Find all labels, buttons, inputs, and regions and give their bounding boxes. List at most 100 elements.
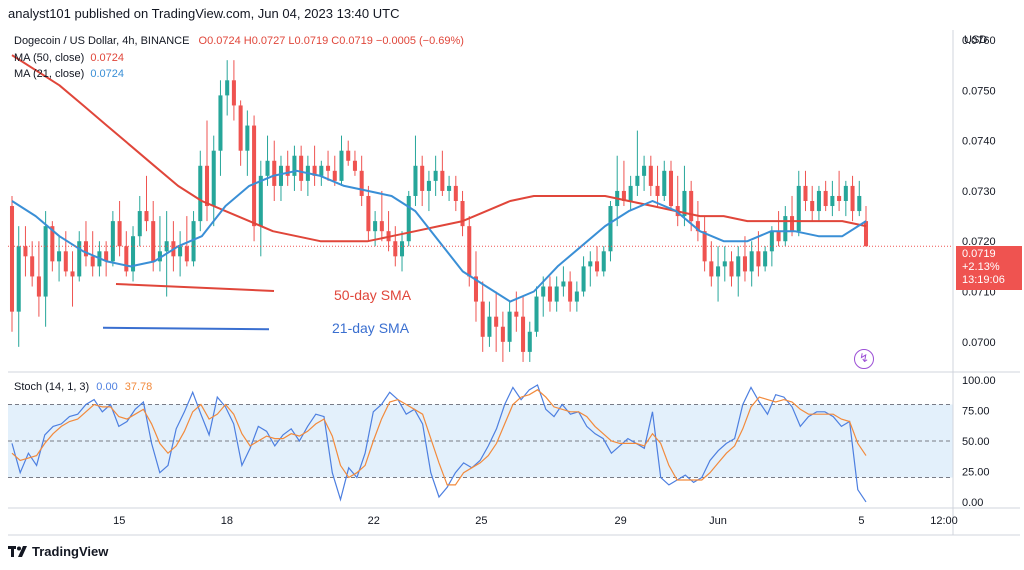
ohlc-values: O0.0724 H0.0727 L0.0719 C0.0719 −0.0005 … xyxy=(198,35,464,47)
candle-body xyxy=(507,311,512,342)
candle-body xyxy=(500,326,505,342)
ma21-line xyxy=(11,169,867,303)
candle-body xyxy=(151,221,156,262)
candle-body xyxy=(63,251,68,272)
price-tick-label: 0.0730 xyxy=(962,186,996,198)
candle-body xyxy=(137,211,142,237)
candle-body xyxy=(648,165,653,186)
candle-body xyxy=(534,296,539,332)
candle-body xyxy=(682,190,687,217)
axes: 0.07000.07100.07200.07300.07400.07500.07… xyxy=(8,30,1020,536)
symbol-name[interactable]: Dogecoin / US Dollar, 4h, BINANCE xyxy=(14,35,190,47)
candle-body xyxy=(346,150,351,161)
candle-body xyxy=(83,241,88,257)
tradingview-logo-icon xyxy=(8,545,28,558)
candle-body xyxy=(204,165,210,207)
candle-body xyxy=(299,155,304,181)
candle-body xyxy=(117,221,122,247)
candle-body xyxy=(783,216,788,242)
candle-body xyxy=(77,241,82,277)
candle-body xyxy=(480,301,485,337)
candle-body xyxy=(601,251,606,272)
candle-body xyxy=(352,160,357,171)
candle-body xyxy=(460,201,465,227)
candle-body xyxy=(453,185,458,201)
candle-body xyxy=(258,175,263,227)
bar-countdown: 13:19:06 xyxy=(962,274,1005,286)
candle-body xyxy=(608,206,613,252)
candle-body xyxy=(487,316,492,337)
candle-body xyxy=(413,165,418,196)
candle-body xyxy=(642,165,647,176)
candle-body xyxy=(494,316,499,327)
candle-body xyxy=(178,246,183,257)
candle-body xyxy=(110,221,115,262)
candle-body xyxy=(57,251,62,262)
time-tick-label: Jun xyxy=(709,515,727,527)
candle-body xyxy=(662,170,667,196)
candle-body xyxy=(245,125,250,151)
footer: TradingView xyxy=(8,544,108,559)
stoch-legend[interactable]: Stoch (14, 1, 3) 0.00 37.78 xyxy=(14,381,152,393)
ma21-legend[interactable]: MA (21, close) 0.0724 xyxy=(14,68,124,80)
candle-body xyxy=(292,155,297,176)
time-tick-label: 15 xyxy=(113,515,125,527)
candle-body xyxy=(467,226,472,277)
candle-body xyxy=(332,170,337,181)
candle-body xyxy=(823,190,828,207)
stoch-tick-label: 0.00 xyxy=(962,497,983,509)
candle-body xyxy=(339,150,344,181)
candle-body xyxy=(655,185,660,196)
current-change: +2.13% xyxy=(962,261,1000,273)
time-tick-label: 22 xyxy=(368,515,380,527)
stoch-label: Stoch (14, 1, 3) xyxy=(14,381,90,393)
candle-body xyxy=(756,251,761,267)
currency-label[interactable]: USD xyxy=(964,34,988,46)
candle-body xyxy=(366,195,371,232)
candle-body xyxy=(729,261,734,277)
stoch-pane[interactable] xyxy=(8,384,953,503)
ma50-legend[interactable]: MA (50, close) 0.0724 xyxy=(14,52,124,64)
candle-body xyxy=(379,221,384,232)
flash-alert-icon[interactable]: ↯ xyxy=(854,349,874,369)
stoch-d-line xyxy=(11,389,867,486)
candle-body xyxy=(211,150,216,207)
candle-body xyxy=(50,226,55,262)
candle-body xyxy=(326,165,331,171)
stoch-tick-label: 100.00 xyxy=(962,375,996,387)
ohlc-row: Dogecoin / US Dollar, 4h, BINANCE O0.072… xyxy=(14,35,464,47)
candle-body xyxy=(857,195,862,212)
candle-body xyxy=(191,221,196,262)
price-tick-label: 0.0720 xyxy=(962,236,996,248)
candle-body xyxy=(763,251,768,267)
candle-body xyxy=(742,256,747,272)
candle-body xyxy=(588,261,593,267)
candle-body xyxy=(736,256,741,277)
candle-body xyxy=(312,165,317,176)
candle-body xyxy=(70,271,75,277)
price-pane[interactable] xyxy=(8,54,953,362)
candle-body xyxy=(16,246,21,312)
publish-line: analyst101 published on TradingView.com,… xyxy=(8,6,400,21)
candle-body xyxy=(319,165,324,176)
candle-body xyxy=(803,185,808,201)
candle-body xyxy=(816,190,821,212)
candle-body xyxy=(124,246,129,272)
candle-body xyxy=(359,170,364,196)
candle-body xyxy=(393,241,398,257)
ma50-label: MA (50, close) xyxy=(14,52,85,64)
candle-body xyxy=(689,190,694,222)
symbol-legend: Dogecoin / US Dollar, 4h, BINANCE O0.072… xyxy=(14,35,464,47)
sma50-annotation-line xyxy=(115,282,275,293)
candle-body xyxy=(628,185,633,201)
candle-body xyxy=(144,211,149,222)
candle-body xyxy=(90,256,95,267)
candle-body xyxy=(695,221,700,232)
candle-body xyxy=(863,221,869,247)
candle-body xyxy=(796,185,801,232)
stoch-tick-label: 25.00 xyxy=(962,466,990,478)
annotation-sma50: 50-day SMA xyxy=(334,287,412,303)
candle-body xyxy=(527,331,532,352)
candle-body xyxy=(399,241,405,257)
candle-body xyxy=(574,291,579,302)
